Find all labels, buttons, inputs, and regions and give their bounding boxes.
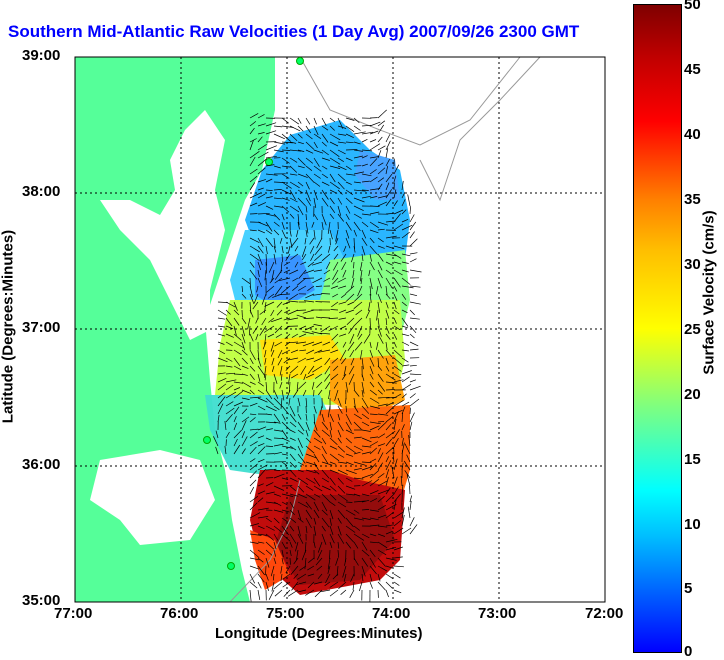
colorbar-tick: 20 xyxy=(684,386,701,403)
colorbar xyxy=(633,4,682,653)
colorbar-tick: 15 xyxy=(684,451,701,468)
y-tick-label: 39:00 xyxy=(22,47,60,64)
x-tick-label: 76:00 xyxy=(160,605,198,622)
y-tick-label: 37:00 xyxy=(22,319,60,336)
colorbar-tick: 30 xyxy=(684,256,701,273)
colorbar-tick: 10 xyxy=(684,516,701,533)
x-tick-label: 73:00 xyxy=(478,605,516,622)
y-tick-label: 36:00 xyxy=(22,456,60,473)
colorbar-tick: 0 xyxy=(684,643,692,660)
colorbar-tick: 25 xyxy=(684,321,701,338)
station-marker xyxy=(266,159,273,166)
x-tick-label: 72:00 xyxy=(585,605,623,622)
station-marker xyxy=(228,563,235,570)
colorbar-tick: 5 xyxy=(684,580,692,597)
y-axis-label: Latitude (Degrees:Minutes) xyxy=(0,227,17,427)
x-axis-label: Longitude (Degrees:Minutes) xyxy=(215,625,423,642)
y-tick-label: 38:00 xyxy=(22,183,60,200)
colorbar-tick: 50 xyxy=(684,0,701,13)
colorbar-tick: 35 xyxy=(684,191,701,208)
station-marker xyxy=(204,437,211,444)
y-tick-label: 35:00 xyxy=(22,592,60,609)
colorbar-tick: 45 xyxy=(684,61,701,78)
colorbar-tick: 40 xyxy=(684,126,701,143)
x-tick-label: 75:00 xyxy=(266,605,304,622)
station-marker xyxy=(297,58,304,65)
colorbar-label: Surface Velocity (cm/s) xyxy=(701,198,718,388)
x-tick-label: 74:00 xyxy=(372,605,410,622)
